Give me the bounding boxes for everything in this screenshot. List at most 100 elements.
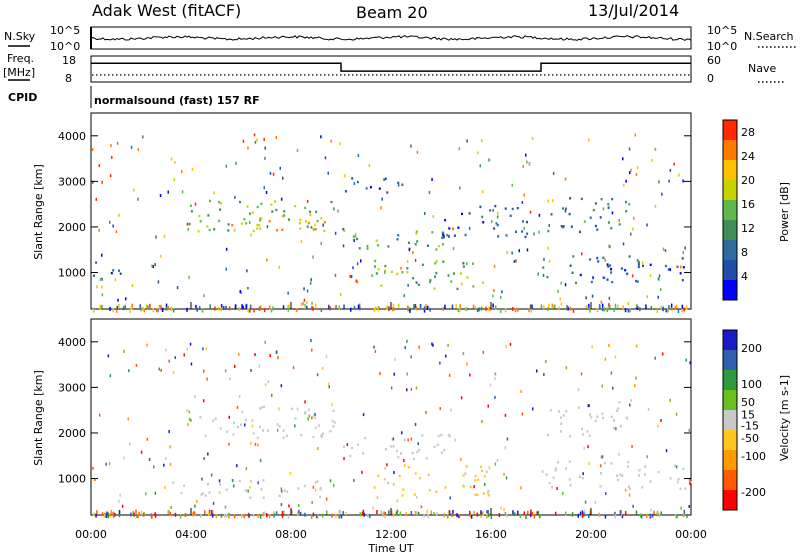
scatter-cell: [657, 424, 659, 428]
echo-cell: [380, 284, 383, 287]
scatter-cell: [250, 369, 252, 372]
echo-cell: [466, 276, 469, 279]
scatter-cell: [428, 190, 431, 194]
ground-scatter-cell: [273, 511, 275, 516]
echo-cell: [569, 197, 572, 200]
scatter-cell: [362, 413, 365, 417]
ground-scatter-cell: [321, 513, 324, 518]
echo-cell: [440, 451, 443, 454]
scatter-cell: [312, 485, 315, 489]
scatter-cell: [646, 295, 648, 299]
scatter-cell: [123, 349, 125, 353]
echo-cell: [251, 211, 254, 214]
echo-cell: [281, 215, 284, 218]
ground-scatter-cell: [304, 305, 306, 309]
scatter-cell: [665, 449, 668, 453]
scatter-cell: [345, 512, 347, 515]
scatter-cell: [155, 235, 157, 239]
ground-scatter-cell: [482, 511, 484, 516]
ground-scatter-cell: [287, 515, 290, 519]
freq-left-tick-low: 8: [65, 72, 72, 85]
ground-scatter-cell: [660, 305, 662, 310]
echo-cell: [599, 485, 602, 488]
echo-cell: [225, 488, 228, 491]
echo-cell: [581, 477, 584, 480]
ground-scatter-cell: [257, 514, 259, 518]
ground-scatter-cell: [326, 510, 328, 515]
scatter-cell: [466, 362, 468, 366]
scatter-cell: [306, 289, 309, 293]
echo-cell: [559, 430, 562, 433]
echo-cell: [477, 478, 480, 481]
scatter-cell: [408, 248, 411, 252]
colorbar-swatch: [723, 390, 737, 410]
ground-scatter-cell: [569, 306, 572, 311]
ground-scatter-cell: [275, 511, 278, 516]
x-axis-label: Time UT: [367, 542, 413, 554]
scatter-cell: [276, 428, 279, 432]
y-tick-label: 2000: [58, 427, 86, 440]
ground-scatter-cell: [211, 510, 213, 515]
ground-scatter-cell: [392, 307, 395, 312]
scatter-cell: [390, 386, 393, 390]
ground-scatter-cell: [601, 307, 604, 312]
ground-scatter-cell: [124, 304, 126, 309]
ground-scatter-cell: [377, 307, 379, 312]
ground-scatter-cell: [459, 304, 461, 309]
scatter-cell: [296, 148, 299, 152]
scatter-cell: [439, 361, 441, 365]
echo-cell: [357, 443, 359, 446]
echo-cell: [606, 278, 609, 281]
scatter-cell: [168, 430, 170, 434]
echo-cell: [546, 275, 549, 279]
scatter-cell: [353, 478, 355, 482]
scatter-cell: [622, 157, 624, 161]
echo-cell: [207, 483, 209, 486]
scatter-cell: [381, 197, 383, 201]
echo-cell: [620, 267, 623, 270]
scatter-cell: [601, 455, 604, 459]
scatter-cell: [658, 180, 660, 184]
scatter-cell: [651, 159, 653, 162]
ground-scatter-cell: [572, 308, 575, 313]
scatter-cell: [592, 276, 594, 280]
echo-cell: [637, 265, 640, 269]
scatter-cell: [608, 296, 611, 300]
ground-scatter-cell: [241, 304, 243, 309]
ground-scatter-cell: [143, 308, 145, 313]
scatter-cell: [194, 395, 196, 399]
scatter-cell: [509, 342, 512, 346]
ground-scatter-cell: [495, 305, 497, 310]
echo-cell: [620, 425, 622, 428]
echo-cell: [249, 496, 252, 499]
scatter-cell: [314, 223, 316, 227]
echo-cell: [387, 245, 390, 248]
ground-scatter-cell: [118, 513, 121, 518]
scatter-cell: [601, 384, 603, 388]
ground-scatter-cell: [668, 305, 670, 310]
ground-scatter-cell: [228, 306, 231, 311]
colorbar-swatch: [723, 140, 737, 160]
scatter-cell: [445, 354, 447, 358]
scatter-cell: [110, 144, 112, 148]
scatter-cell: [202, 347, 204, 351]
ground-scatter-cell: [586, 304, 588, 309]
scatter-cell: [131, 284, 134, 287]
echo-cell: [260, 217, 263, 221]
scatter-cell: [560, 281, 562, 285]
ground-scatter-cell: [264, 308, 266, 313]
ground-scatter-cell: [105, 514, 108, 518]
scatter-cell: [234, 195, 236, 199]
scatter-cell: [493, 264, 496, 268]
scatter-cell: [486, 510, 488, 514]
ground-scatter-cell: [650, 306, 652, 311]
echo-cell: [180, 491, 183, 495]
scatter-cell: [328, 382, 330, 386]
scatter-cell: [654, 147, 657, 151]
echo-cell: [469, 485, 472, 489]
echo-cell: [417, 283, 420, 286]
echo-cell: [581, 427, 583, 430]
scatter-cell: [203, 369, 205, 373]
scatter-cell: [311, 416, 313, 420]
scatter-cell: [374, 265, 376, 269]
